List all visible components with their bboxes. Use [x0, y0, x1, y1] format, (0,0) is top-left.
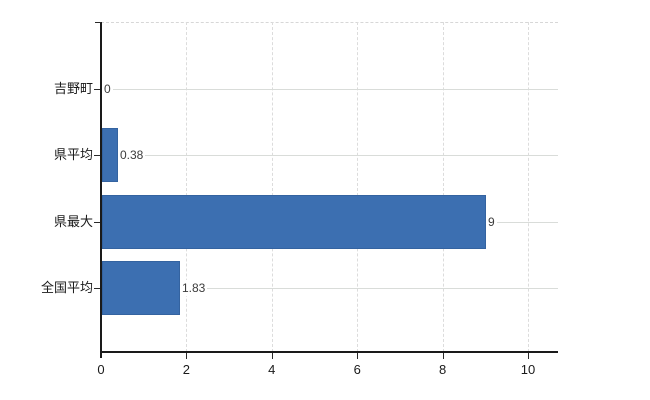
plot-top-border: [101, 22, 558, 23]
x-tick-label: 2: [182, 362, 190, 377]
y-tick: [94, 221, 100, 223]
y-axis-top-tick: [95, 22, 101, 23]
x-tick: [442, 353, 444, 359]
vertical-gridline: [528, 22, 529, 352]
y-tick: [94, 287, 100, 289]
x-tick: [186, 353, 188, 359]
category-label: 全国平均: [40, 279, 93, 295]
vertical-gridline: [357, 22, 359, 352]
vertical-gridline: [186, 22, 188, 352]
bar-value-label: 1.83: [180, 279, 208, 296]
horizontal-gridline: [101, 155, 558, 157]
category-label: 県最大: [53, 213, 93, 229]
x-tick-label: 0: [97, 362, 105, 377]
x-tick-label: 4: [268, 362, 276, 377]
bar: [102, 194, 486, 249]
bar-value-label: 0.38: [118, 147, 146, 164]
x-tick: [271, 353, 273, 359]
category-label: 県平均: [53, 147, 93, 163]
x-tick: [528, 353, 529, 359]
horizontal-gridline: [101, 287, 558, 289]
vertical-gridline: [442, 22, 444, 352]
bar: [102, 128, 118, 183]
horizontal-gridline: [101, 89, 558, 90]
bar-value-label: 0: [102, 81, 113, 97]
category-label: 吉野町: [53, 81, 93, 96]
y-tick: [94, 89, 100, 90]
bar-value-label: 9: [486, 213, 497, 230]
x-axis-line: [100, 351, 558, 353]
x-tick-label: 10: [520, 362, 536, 377]
vertical-gridline: [271, 22, 273, 352]
x-tick: [357, 353, 359, 359]
x-tick-label: 6: [353, 362, 361, 377]
bar: [102, 260, 180, 315]
y-axis-line: [100, 22, 102, 358]
y-tick: [94, 155, 100, 157]
x-tick-label: 8: [438, 362, 447, 377]
